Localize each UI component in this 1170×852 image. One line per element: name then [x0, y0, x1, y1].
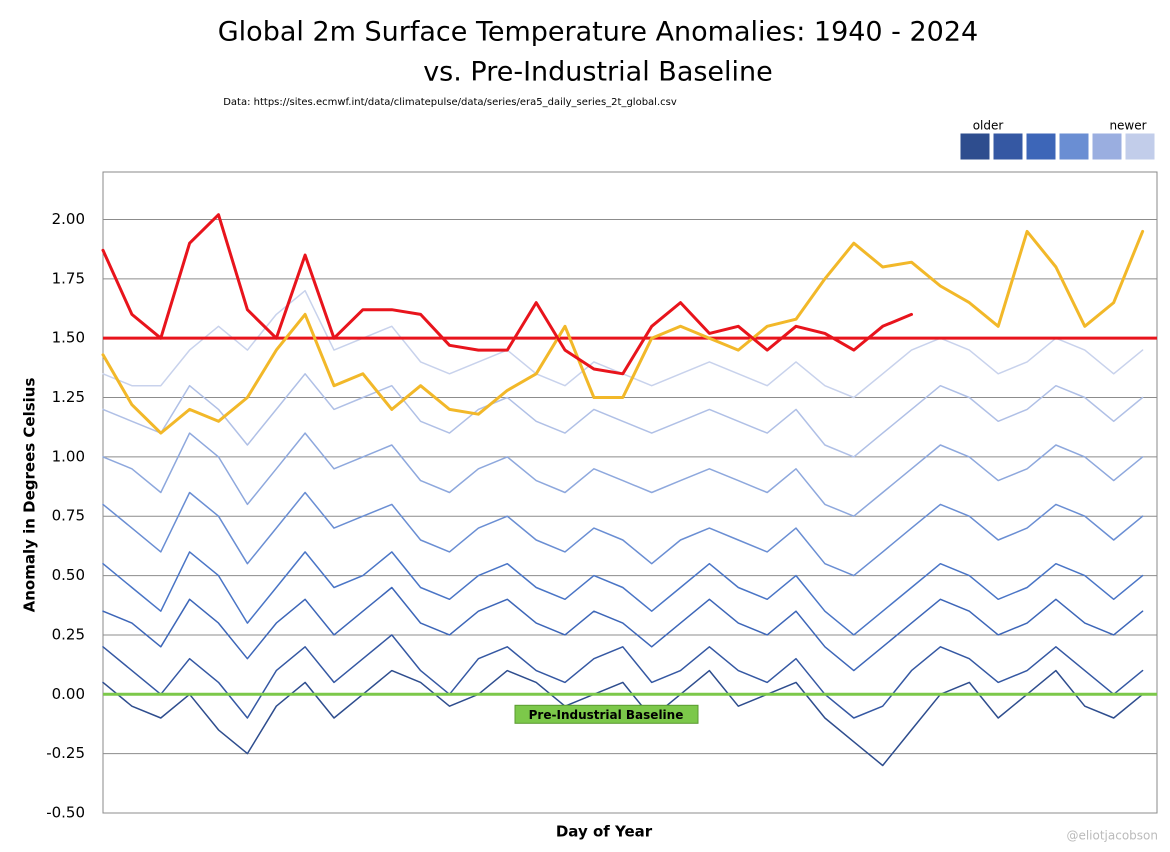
data-line: [102, 586, 1144, 672]
data-line: [101, 229, 1145, 435]
source-note: Data: https://sites.ecmwf.int/data/clima…: [223, 97, 677, 108]
legend-swatch: [992, 132, 1024, 161]
data-line: [101, 213, 913, 376]
legend-swatch: [1091, 132, 1123, 161]
y-tick-label: 1.25: [52, 388, 85, 406]
legend-swatch: [1058, 132, 1090, 161]
data-line: [102, 551, 1144, 636]
y-tick-label: 0.50: [52, 566, 85, 584]
chart-title: Global 2m Surface Temperature Anomalies:…: [218, 17, 978, 48]
y-tick-label: 0.75: [52, 507, 85, 525]
x-axis-label: Day of Year: [556, 823, 653, 841]
y-tick-label: 1.00: [52, 447, 85, 465]
data-line: [102, 432, 1144, 517]
data-line: [102, 669, 1144, 767]
legend-label: newer: [1109, 119, 1146, 133]
y-tick-label: 1.50: [52, 329, 85, 347]
plot: Pre-Industrial Baseline: [101, 213, 1157, 814]
data-line: [102, 373, 1144, 458]
reference-label: Pre-Industrial Baseline: [529, 708, 684, 722]
legend-label: older: [973, 119, 1004, 133]
legend-swatch: [959, 132, 991, 161]
reference-label-box: [514, 704, 699, 724]
y-tick-label: -0.25: [46, 744, 85, 762]
watermark: @eliotjacobson: [1066, 829, 1158, 843]
legend-swatch: [1124, 132, 1156, 161]
y-tick-label: 2.00: [52, 210, 85, 228]
data-line: [102, 634, 1144, 719]
y-tick-label: -0.50: [46, 804, 85, 822]
legend-swatch: [1025, 132, 1057, 161]
chart-subtitle: vs. Pre-Industrial Baseline: [423, 57, 773, 88]
y-tick-label: 1.75: [52, 269, 85, 287]
data-line: [102, 491, 1144, 577]
legend: older newer: [959, 119, 1156, 161]
y-axis-label: Anomaly in Degrees Celsius: [21, 378, 39, 613]
y-tick-label: 0.00: [52, 685, 85, 703]
y-tick-label: 0.25: [52, 625, 85, 643]
